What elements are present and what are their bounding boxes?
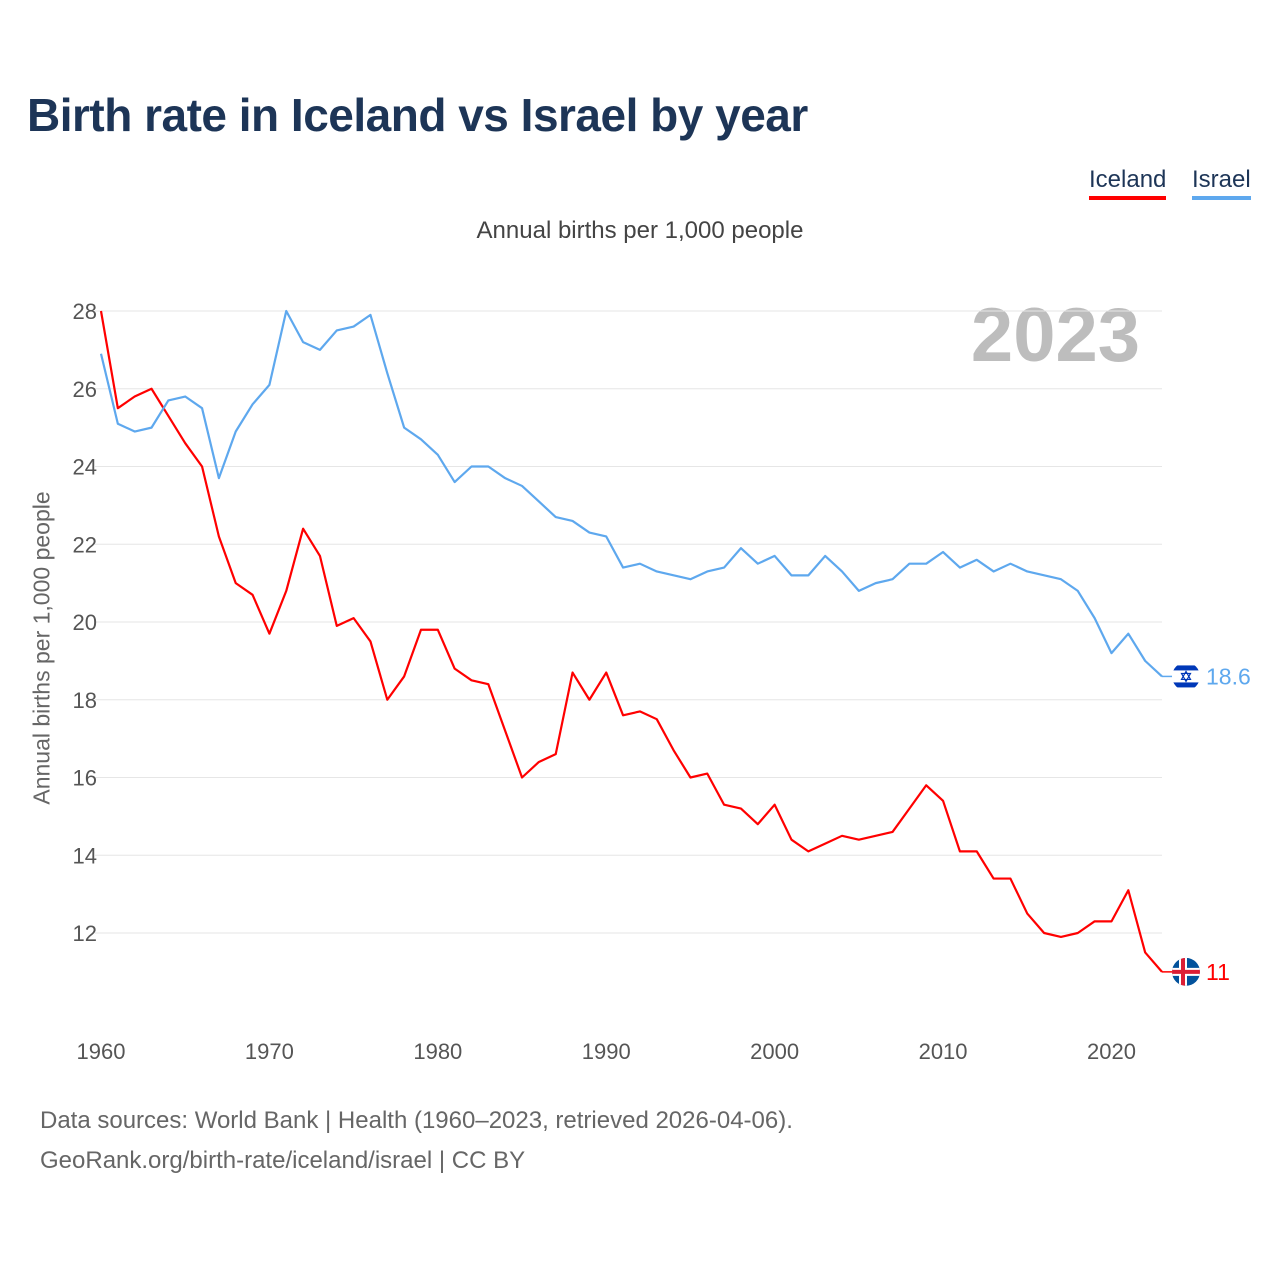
series-line-iceland <box>99 310 1163 973</box>
x-tick-label: 2010 <box>919 1039 968 1064</box>
y-tick-label: 14 <box>73 843 97 868</box>
flag-cross <box>1181 957 1185 986</box>
y-tick-label: 16 <box>73 766 97 791</box>
y-tick-label: 12 <box>73 921 97 946</box>
y-tick-label: 26 <box>73 377 97 402</box>
flag-stripe <box>1172 665 1200 671</box>
series-line-israel <box>99 309 1163 678</box>
y-tick-label: 28 <box>73 299 97 324</box>
y-tick-label: 22 <box>73 532 97 557</box>
y-tick-label: 24 <box>73 455 97 480</box>
year-label: 2023 <box>970 293 1140 378</box>
x-tick-label: 1990 <box>582 1039 631 1064</box>
x-tick-label: 1960 <box>77 1039 126 1064</box>
footer-sources: Data sources: World Bank | Health (1960–… <box>40 1107 793 1134</box>
legend-iceland[interactable]: Iceland <box>1089 166 1167 200</box>
x-tick-label: 2000 <box>750 1039 799 1064</box>
end-value-label-israel: 18.6 <box>1206 663 1251 689</box>
end-value-label-iceland: 11 <box>1206 959 1230 985</box>
legend-israel[interactable]: Israel <box>1192 166 1251 200</box>
chart-title: Birth rate in Iceland vs Israel by year <box>27 89 808 141</box>
x-tick-label: 1980 <box>413 1039 462 1064</box>
y-tick-label: 18 <box>73 688 97 713</box>
flag-israel-icon <box>1172 662 1200 691</box>
y-tick-label: 20 <box>73 610 97 635</box>
star-of-david-icon <box>1180 670 1192 681</box>
x-tick-label: 1970 <box>245 1039 294 1064</box>
star-of-david-icon <box>1180 672 1192 683</box>
flag-stripe <box>1172 682 1200 688</box>
footer-link[interactable]: GeoRank.org/birth-rate/iceland/israel | … <box>40 1147 526 1174</box>
x-tick-label: 2020 <box>1087 1039 1136 1064</box>
chart-subtitle: Annual births per 1,000 people <box>476 217 804 244</box>
flag-iceland-icon <box>1172 957 1200 986</box>
flag-cross <box>1172 969 1200 974</box>
